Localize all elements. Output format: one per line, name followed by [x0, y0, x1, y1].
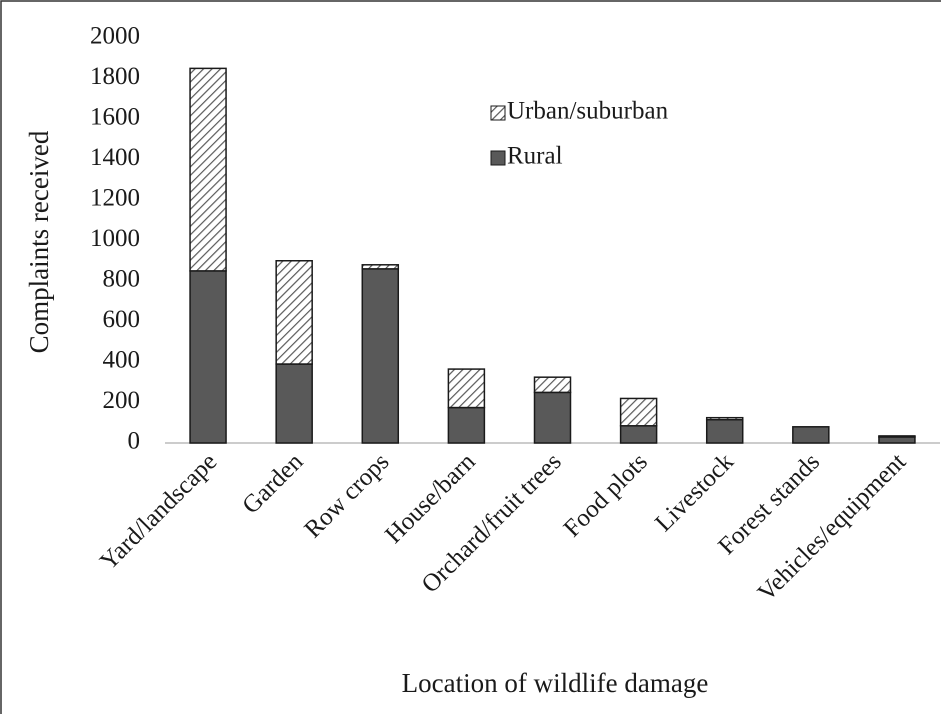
x-tick-label: Food plots: [559, 448, 653, 542]
y-tick-label: 1200: [90, 185, 140, 212]
y-axis-label: Complaints received: [24, 130, 54, 353]
bar-segment: [533, 391, 572, 444]
y-tick-label: 800: [103, 266, 141, 293]
x-axis-label: Location of wildlife damage: [402, 668, 709, 698]
bar-segment: [792, 426, 830, 444]
legend-swatch: [490, 105, 506, 121]
bar-segment: [189, 67, 227, 272]
bar-segment: [705, 418, 744, 444]
y-tick-label: 400: [103, 347, 141, 374]
y-tick-label: 0: [128, 428, 141, 455]
x-tick-label: Livestock: [650, 448, 739, 537]
y-tick-label: 2000: [90, 23, 140, 50]
bar-segment: [361, 264, 400, 270]
y-tick-label: 1000: [90, 225, 140, 252]
bar-segment: [878, 436, 916, 444]
y-tick-label: 600: [103, 306, 141, 333]
bar-segment: [705, 416, 744, 421]
x-tick-label: Yard/landscape: [95, 448, 222, 575]
x-tick-label: Garden: [237, 448, 308, 519]
x-tick-label: Vehicles/equipment: [753, 448, 912, 607]
legend-swatch: [490, 150, 506, 166]
y-tick-label: 1400: [90, 144, 140, 171]
bar-segment: [447, 406, 486, 444]
bar-segment: [619, 425, 658, 444]
bar-segment: [275, 260, 313, 365]
legend-label: Rural: [507, 143, 563, 170]
bar-segment: [189, 270, 227, 444]
bar-segment: [361, 268, 400, 444]
y-tick-label: 200: [103, 387, 141, 414]
bar-segment: [533, 376, 572, 394]
bar-segment: [275, 363, 313, 444]
bar-segment: [878, 435, 916, 438]
legend-label: Urban/suburban: [507, 98, 669, 125]
y-tick-label: 1800: [90, 63, 140, 90]
y-tick-label: 1600: [90, 104, 140, 131]
bar-segment: [447, 368, 486, 409]
bar-segment: [619, 397, 658, 427]
